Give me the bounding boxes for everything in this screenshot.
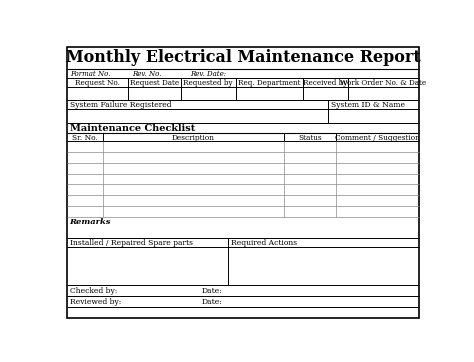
Text: Maintenance Checklist: Maintenance Checklist	[70, 123, 195, 132]
Text: Date:: Date:	[201, 298, 222, 306]
Text: Work Order No. & Date: Work Order No. & Date	[340, 79, 427, 87]
Text: Requested by: Requested by	[183, 79, 233, 87]
Text: Checked by:: Checked by:	[70, 287, 117, 295]
Text: Rev. Date:: Rev. Date:	[190, 70, 226, 77]
Text: Monthly Electrical Maintenance Report: Monthly Electrical Maintenance Report	[65, 49, 420, 66]
Text: Status: Status	[298, 134, 322, 142]
Text: Reviewed by:: Reviewed by:	[70, 298, 121, 306]
Text: Request No.: Request No.	[75, 79, 120, 87]
Text: Format No.: Format No.	[70, 70, 110, 77]
Text: Received by: Received by	[303, 79, 347, 87]
Text: Date:: Date:	[201, 287, 222, 295]
Text: Req. Department: Req. Department	[238, 79, 301, 87]
Text: Installed / Repaired Spare parts: Installed / Repaired Spare parts	[70, 239, 192, 247]
Text: Remarks: Remarks	[70, 218, 111, 226]
Text: Required Actions: Required Actions	[231, 239, 298, 247]
Text: Request Date: Request Date	[130, 79, 179, 87]
Text: Description: Description	[172, 134, 215, 142]
Text: Sr. No.: Sr. No.	[72, 134, 98, 142]
Text: System Failure Registered: System Failure Registered	[70, 101, 171, 109]
Text: System ID & Name: System ID & Name	[331, 101, 405, 109]
Text: Comment / Suggestion: Comment / Suggestion	[335, 134, 420, 142]
Text: Rev. No.: Rev. No.	[132, 70, 162, 77]
